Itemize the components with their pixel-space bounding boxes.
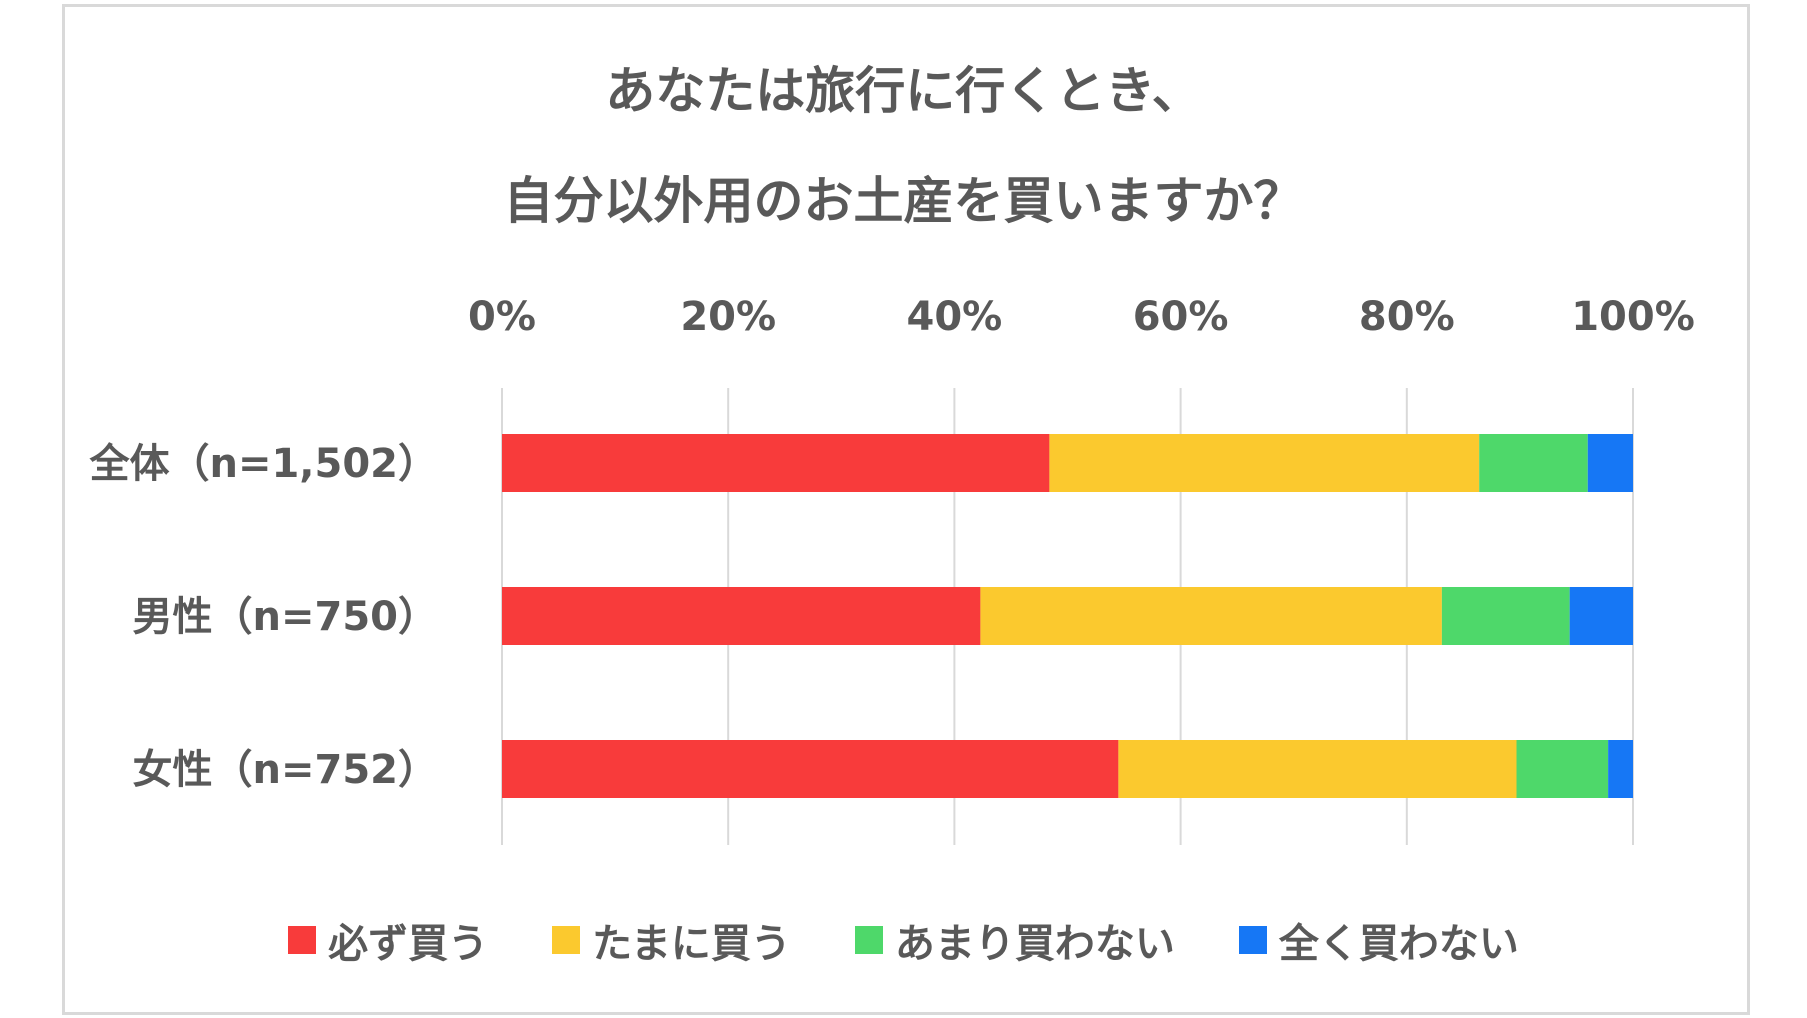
legend-label: あまり買わない [894, 921, 1175, 967]
legend-swatch [854, 926, 883, 954]
legend-item-always-buy: 必ず買う [288, 911, 488, 969]
legend-item-never-buy: 全く買わない [1238, 911, 1519, 969]
x-tick-label: 40% [907, 294, 1003, 340]
bar-segment [1118, 740, 1517, 798]
bar-segment [1516, 740, 1609, 798]
legend-item-rarely-buy: あまり買わない [854, 911, 1175, 969]
bar-segment [502, 740, 1119, 798]
chart-title-line-2: 自分以外用のお土産を買いますか？ [503, 172, 1304, 230]
bar-segment [1441, 587, 1570, 645]
legend: 必ず買う たまに買う あまり買わない 全く買わない [0, 910, 1807, 970]
legend-item-sometimes-buy: たまに買う [552, 911, 791, 969]
x-tick-label: 0% [468, 294, 536, 340]
bar-segment [1049, 434, 1480, 492]
category-label: 男性（n=750） [133, 594, 439, 640]
category-label: 全体（n=1,502） [88, 441, 438, 487]
bar-segment [1608, 740, 1633, 798]
legend-label: 全く買わない [1278, 921, 1519, 967]
category-label: 女性（n=752） [133, 747, 439, 793]
legend-swatch [288, 926, 317, 954]
legend-label: たまに買う [592, 921, 791, 967]
bar-segment [502, 434, 1050, 492]
bar-segment [502, 587, 981, 645]
legend-label: 必ず買う [328, 921, 489, 967]
bar-segment [1587, 434, 1633, 492]
chart-title-line-1: あなたは旅行に行くとき、 [605, 62, 1202, 120]
x-tick-label: 100% [1571, 294, 1695, 340]
x-tick-label: 80% [1359, 294, 1455, 340]
x-tick-label: 60% [1133, 294, 1229, 340]
chart-frame [62, 4, 1750, 1015]
bar-segment [1479, 434, 1588, 492]
legend-swatch [1238, 926, 1267, 954]
bar-segment [1569, 587, 1633, 645]
bar-segment [980, 587, 1442, 645]
legend-swatch [552, 926, 581, 954]
x-tick-label: 20% [680, 294, 776, 340]
